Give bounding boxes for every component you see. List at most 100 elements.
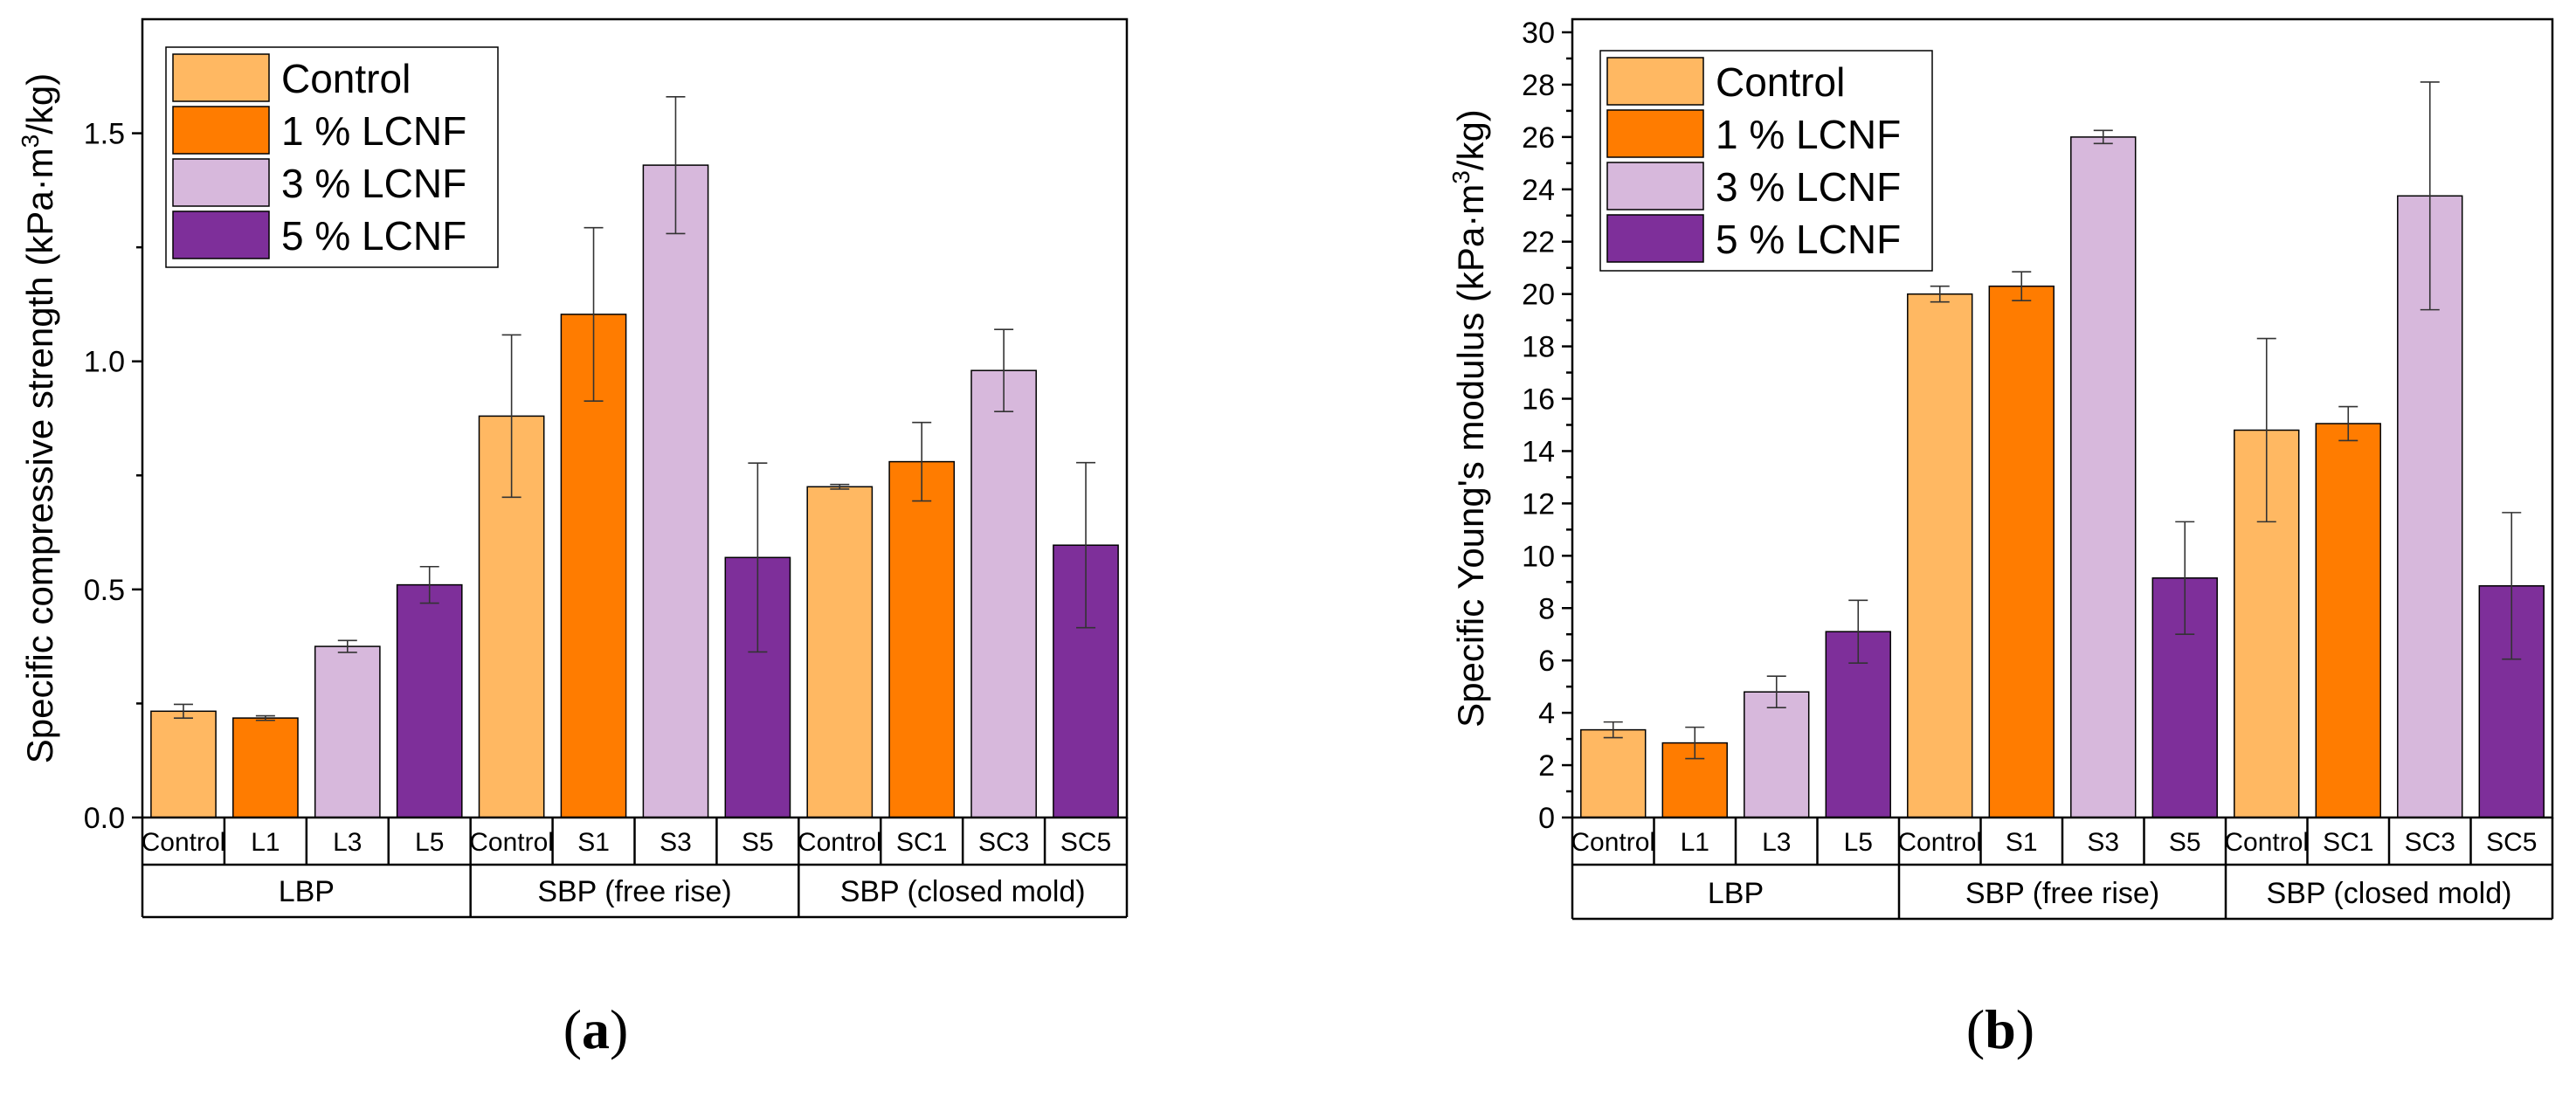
error-bar-s5-g1 [748, 462, 768, 653]
error-bar-sc1-g2 [912, 421, 932, 502]
group-label: SBP (closed mold) [840, 875, 1086, 908]
y-tick-label: 20 [1522, 279, 1555, 312]
group-label: LBP [1708, 877, 1764, 910]
panel-caption: (b) [1966, 998, 2034, 1060]
category-label: S5 [2169, 828, 2201, 857]
bar-sc1-g2 [888, 460, 956, 818]
category-label: SC3 [2405, 828, 2455, 857]
error-bar-s3-g1 [2093, 129, 2113, 145]
legend-swatch [1606, 109, 1704, 158]
legend-label: 5 % LCNF [1716, 217, 1901, 262]
caption-open-paren: ( [1966, 998, 1985, 1060]
legend-label: Control [1716, 59, 1845, 105]
y-axis-label-unit: /kg) [1450, 109, 1491, 170]
category-label: L1 [1681, 828, 1709, 857]
chart-panel-a: 0.0 0.5 1.0 1.5 Control L1 L3 L5 LBP Control S1 S3 S… [17, 17, 1129, 1060]
legend-label: 3 % LCNF [1716, 164, 1901, 210]
y-tick-label: 26 [1522, 121, 1555, 155]
error-bar-control-g1 [501, 334, 521, 499]
legend-label: 1 % LCNF [281, 108, 466, 154]
error-bar-l5-g0 [1848, 599, 1868, 664]
error-bar-l3-g0 [1766, 675, 1786, 708]
group-label: SBP (closed mold) [2267, 877, 2512, 910]
error-bar-sc3-g2 [2420, 81, 2440, 311]
bar-s3-g1 [2070, 136, 2137, 818]
error-bar-control-g2 [2256, 337, 2276, 523]
group-label: SBP (free rise) [1965, 877, 2159, 910]
category-label: S1 [577, 828, 610, 857]
legend-label: Control [281, 56, 411, 101]
category-label: L3 [1762, 828, 1791, 857]
error-bar-l3-g0 [337, 639, 357, 653]
error-bar-control-g2 [830, 483, 850, 490]
bar-l1-g0 [232, 717, 299, 818]
y-tick-label: 8 [1538, 592, 1555, 625]
y-tick-label: 24 [1522, 174, 1555, 207]
error-bar-control-g1 [1930, 285, 1950, 303]
caption-close-paren: ) [2016, 998, 2034, 1060]
y-tick-label: 14 [1522, 435, 1555, 468]
category-label: Control [142, 828, 226, 857]
error-bar-s5-g1 [2175, 521, 2195, 636]
error-bar-l5-g0 [419, 565, 439, 604]
bar-s1-g1 [1988, 285, 2055, 818]
y-tick-label: 30 [1522, 17, 1555, 50]
legend-swatch [172, 53, 270, 102]
legend-swatch [1606, 162, 1704, 210]
y-tick-label: 28 [1522, 69, 1555, 102]
y-tick-label: 12 [1522, 487, 1555, 521]
error-bar-s1-g1 [2012, 271, 2032, 301]
y-tick-label: 18 [1522, 331, 1555, 364]
caption-close-paren: ) [610, 998, 628, 1060]
group-label: SBP (free rise) [537, 875, 731, 908]
y-axis-label-main: Specific compressive strength (kPa·m [19, 148, 60, 763]
category-label: S3 [660, 828, 692, 857]
y-axis-label: Specific Young's modulus (kPa·m3/kg) [1447, 109, 1491, 728]
legend-swatch [172, 158, 270, 207]
legend: Control 1 % LCNF 3 % LCNF 5 % LCNF [165, 46, 499, 268]
category-label: SC1 [896, 828, 947, 857]
bar-control-g0 [150, 710, 217, 818]
error-bar-l1-g0 [1685, 726, 1705, 760]
category-label: Control [1571, 828, 1655, 857]
y-axis-label-main: Specific Young's modulus (kPa·m [1450, 184, 1491, 728]
y-tick-label: 22 [1522, 226, 1555, 259]
legend-swatch [1606, 214, 1704, 263]
category-label: S3 [2087, 828, 2119, 857]
error-bar-s1-g1 [584, 226, 604, 402]
error-bar-sc3-g2 [994, 328, 1014, 412]
bar-sc1-g2 [2315, 423, 2381, 818]
y-tick-label: 10 [1522, 540, 1555, 573]
category-label: Control [469, 828, 554, 857]
error-bar-control-g0 [173, 703, 193, 719]
category-label: L5 [415, 828, 444, 857]
y-tick-label: 4 [1538, 697, 1555, 730]
y-axis-label-superscript: 3 [17, 135, 44, 148]
y-axis-label-unit: /kg) [19, 73, 60, 135]
error-bar-l1-g0 [255, 714, 275, 721]
error-bar-sc5-g2 [1076, 461, 1096, 629]
bar-control-g2 [806, 486, 874, 818]
error-bar-s3-g1 [666, 95, 686, 235]
category-label: SC3 [978, 828, 1029, 857]
category-label: Control [798, 828, 882, 857]
error-bar-sc5-g2 [2502, 512, 2522, 660]
legend: Control 1 % LCNF 3 % LCNF 5 % LCNF [1599, 50, 1933, 272]
category-label: L3 [333, 828, 362, 857]
category-label: Control [2224, 828, 2309, 857]
y-axis-label: Specific compressive strength (kPa·m3/kg… [17, 73, 60, 764]
group-label: LBP [279, 875, 335, 908]
category-label: SC1 [2323, 828, 2373, 857]
y-tick-label: 6 [1538, 645, 1555, 678]
legend-label: 5 % LCNF [281, 213, 466, 259]
bar-l3-g0 [1744, 691, 1810, 818]
y-tick-label: 0.5 [84, 574, 125, 607]
legend-swatch [172, 210, 270, 259]
caption-letter: a [582, 998, 610, 1060]
y-tick-label: 1.5 [84, 118, 125, 151]
category-label: S5 [742, 828, 774, 857]
y-tick-label: 0 [1538, 802, 1555, 835]
legend-swatch [1606, 57, 1704, 106]
legend-label: 3 % LCNF [281, 161, 466, 206]
